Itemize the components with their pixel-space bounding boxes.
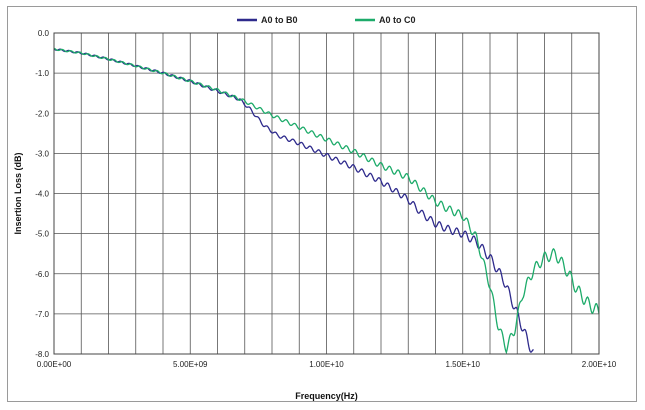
y-tick-label: -2.0 [35, 109, 49, 118]
legend-label-2: A0 to C0 [379, 15, 416, 25]
y-tick-label: -3.0 [35, 149, 49, 158]
plot-border [53, 32, 600, 355]
y-tick-label: -4.0 [35, 190, 49, 199]
x-tick-label: 1.50E+10 [446, 360, 481, 369]
y-tick-label: -8.0 [35, 350, 49, 359]
series-line-1 [53, 48, 534, 353]
y-tick-label: 0.0 [38, 29, 50, 38]
series-line-2 [53, 47, 600, 355]
y-tick-label: -6.0 [35, 270, 49, 279]
x-tick-label: 2.00E+10 [582, 360, 617, 369]
x-axis-title: Frequency(Hz) [295, 391, 358, 401]
x-tick-label: 1.00E+10 [309, 360, 344, 369]
y-tick-label: -5.0 [35, 230, 49, 239]
legend: A0 to B0 A0 to C0 [237, 15, 416, 25]
y-axis-title: Insertion Loss (dB) [13, 152, 23, 234]
series-layer [53, 47, 600, 355]
legend-label-1: A0 to B0 [261, 15, 298, 25]
y-tick-label: -7.0 [35, 310, 49, 319]
x-tick-label: 0.00E+00 [37, 360, 72, 369]
grid [53, 32, 600, 355]
y-tick-label: -1.0 [35, 69, 49, 78]
chart-frame [7, 6, 637, 402]
tick-labels: 0.0 -1.0 -2.0 -3.0 -4.0 -5.0 -6.0 -7.0 -8.00.00E… [35, 29, 617, 369]
x-tick-label: 5.00E+09 [173, 360, 208, 369]
